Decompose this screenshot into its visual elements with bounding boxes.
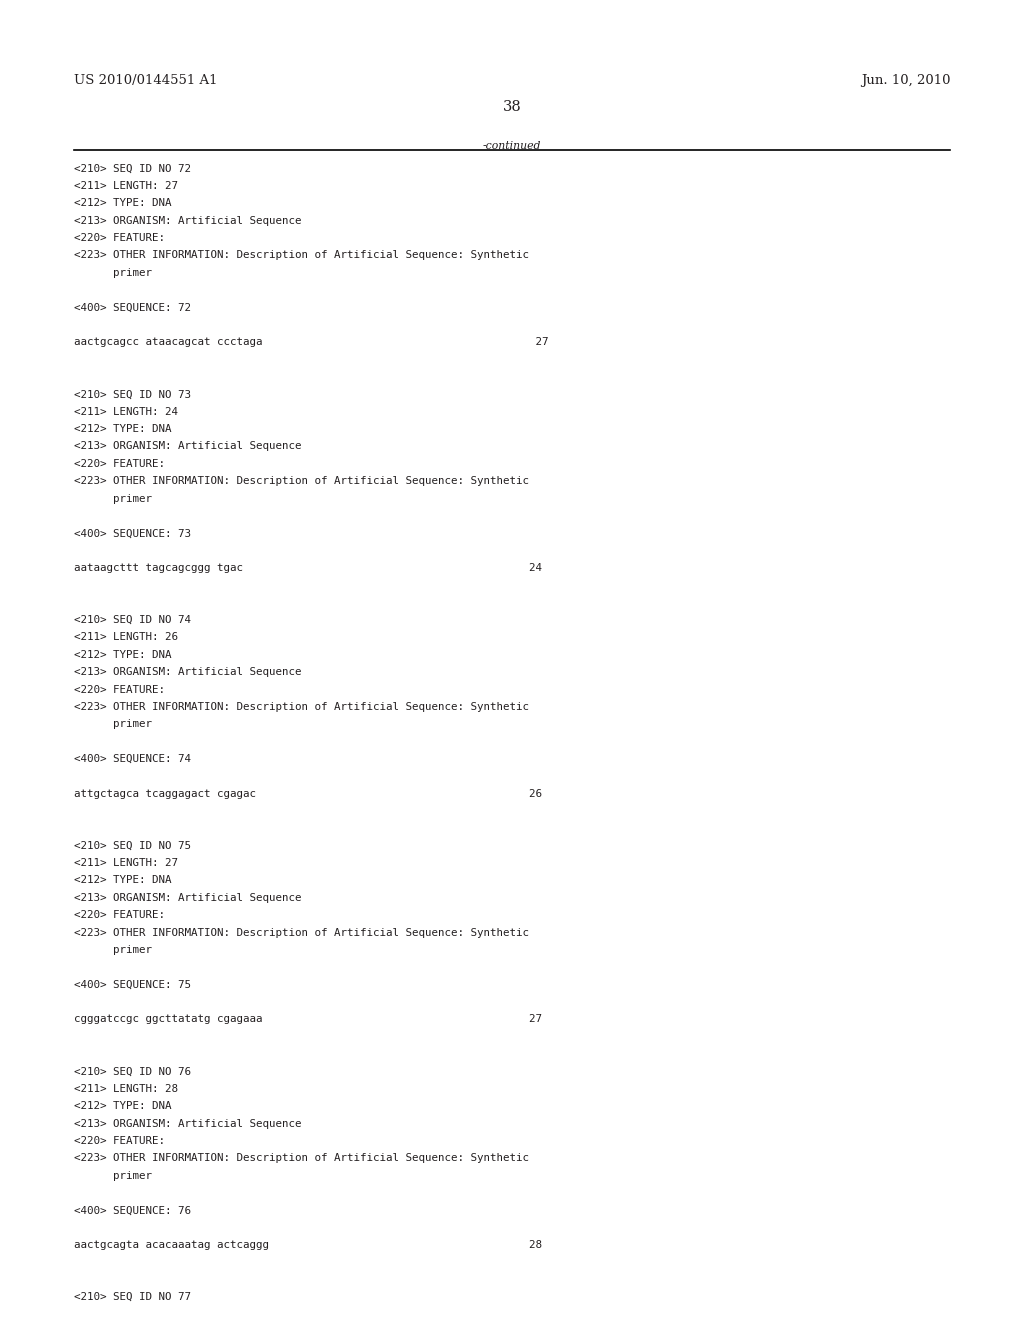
Text: 38: 38 <box>503 100 521 115</box>
Text: primer: primer <box>74 1171 152 1180</box>
Text: attgctagca tcaggagact cgagac                                          26: attgctagca tcaggagact cgagac 26 <box>74 788 542 799</box>
Text: -continued: -continued <box>482 141 542 152</box>
Text: aactgcagcc ataacagcat ccctaga                                          27: aactgcagcc ataacagcat ccctaga 27 <box>74 338 548 347</box>
Text: <400> SEQUENCE: 73: <400> SEQUENCE: 73 <box>74 528 190 539</box>
Text: Jun. 10, 2010: Jun. 10, 2010 <box>861 74 950 87</box>
Text: <213> ORGANISM: Artificial Sequence: <213> ORGANISM: Artificial Sequence <box>74 667 301 677</box>
Text: <213> ORGANISM: Artificial Sequence: <213> ORGANISM: Artificial Sequence <box>74 215 301 226</box>
Text: <220> FEATURE:: <220> FEATURE: <box>74 1137 165 1146</box>
Text: <400> SEQUENCE: 74: <400> SEQUENCE: 74 <box>74 754 190 764</box>
Text: <210> SEQ ID NO 75: <210> SEQ ID NO 75 <box>74 841 190 851</box>
Text: <211> LENGTH: 24: <211> LENGTH: 24 <box>74 407 178 417</box>
Text: <213> ORGANISM: Artificial Sequence: <213> ORGANISM: Artificial Sequence <box>74 1118 301 1129</box>
Text: <210> SEQ ID NO 73: <210> SEQ ID NO 73 <box>74 389 190 400</box>
Text: <400> SEQUENCE: 72: <400> SEQUENCE: 72 <box>74 302 190 313</box>
Text: <210> SEQ ID NO 77: <210> SEQ ID NO 77 <box>74 1292 190 1302</box>
Text: <210> SEQ ID NO 74: <210> SEQ ID NO 74 <box>74 615 190 626</box>
Text: cgggatccgc ggcttatatg cgagaaa                                         27: cgggatccgc ggcttatatg cgagaaa 27 <box>74 1014 542 1024</box>
Text: primer: primer <box>74 719 152 729</box>
Text: <212> TYPE: DNA: <212> TYPE: DNA <box>74 875 171 886</box>
Text: <210> SEQ ID NO 76: <210> SEQ ID NO 76 <box>74 1067 190 1076</box>
Text: aactgcagta acacaaatag actcaggg                                        28: aactgcagta acacaaatag actcaggg 28 <box>74 1239 542 1250</box>
Text: <212> TYPE: DNA: <212> TYPE: DNA <box>74 1101 171 1111</box>
Text: <223> OTHER INFORMATION: Description of Artificial Sequence: Synthetic: <223> OTHER INFORMATION: Description of … <box>74 928 528 937</box>
Text: <213> ORGANISM: Artificial Sequence: <213> ORGANISM: Artificial Sequence <box>74 441 301 451</box>
Text: <223> OTHER INFORMATION: Description of Artificial Sequence: Synthetic: <223> OTHER INFORMATION: Description of … <box>74 251 528 260</box>
Text: <212> TYPE: DNA: <212> TYPE: DNA <box>74 424 171 434</box>
Text: <211> LENGTH: 27: <211> LENGTH: 27 <box>74 181 178 191</box>
Text: <400> SEQUENCE: 76: <400> SEQUENCE: 76 <box>74 1205 190 1216</box>
Text: <220> FEATURE:: <220> FEATURE: <box>74 911 165 920</box>
Text: <400> SEQUENCE: 75: <400> SEQUENCE: 75 <box>74 979 190 990</box>
Text: primer: primer <box>74 494 152 503</box>
Text: <211> LENGTH: 28: <211> LENGTH: 28 <box>74 1084 178 1094</box>
Text: aataagcttt tagcagcggg tgac                                            24: aataagcttt tagcagcggg tgac 24 <box>74 564 542 573</box>
Text: <220> FEATURE:: <220> FEATURE: <box>74 234 165 243</box>
Text: <220> FEATURE:: <220> FEATURE: <box>74 685 165 694</box>
Text: <210> SEQ ID NO 72: <210> SEQ ID NO 72 <box>74 164 190 174</box>
Text: <212> TYPE: DNA: <212> TYPE: DNA <box>74 198 171 209</box>
Text: <223> OTHER INFORMATION: Description of Artificial Sequence: Synthetic: <223> OTHER INFORMATION: Description of … <box>74 477 528 486</box>
Text: primer: primer <box>74 945 152 954</box>
Text: <220> FEATURE:: <220> FEATURE: <box>74 459 165 469</box>
Text: <213> ORGANISM: Artificial Sequence: <213> ORGANISM: Artificial Sequence <box>74 892 301 903</box>
Text: <223> OTHER INFORMATION: Description of Artificial Sequence: Synthetic: <223> OTHER INFORMATION: Description of … <box>74 1154 528 1163</box>
Text: primer: primer <box>74 268 152 277</box>
Text: <212> TYPE: DNA: <212> TYPE: DNA <box>74 649 171 660</box>
Text: <211> LENGTH: 27: <211> LENGTH: 27 <box>74 858 178 869</box>
Text: <223> OTHER INFORMATION: Description of Artificial Sequence: Synthetic: <223> OTHER INFORMATION: Description of … <box>74 702 528 711</box>
Text: US 2010/0144551 A1: US 2010/0144551 A1 <box>74 74 217 87</box>
Text: <211> LENGTH: 26: <211> LENGTH: 26 <box>74 632 178 643</box>
